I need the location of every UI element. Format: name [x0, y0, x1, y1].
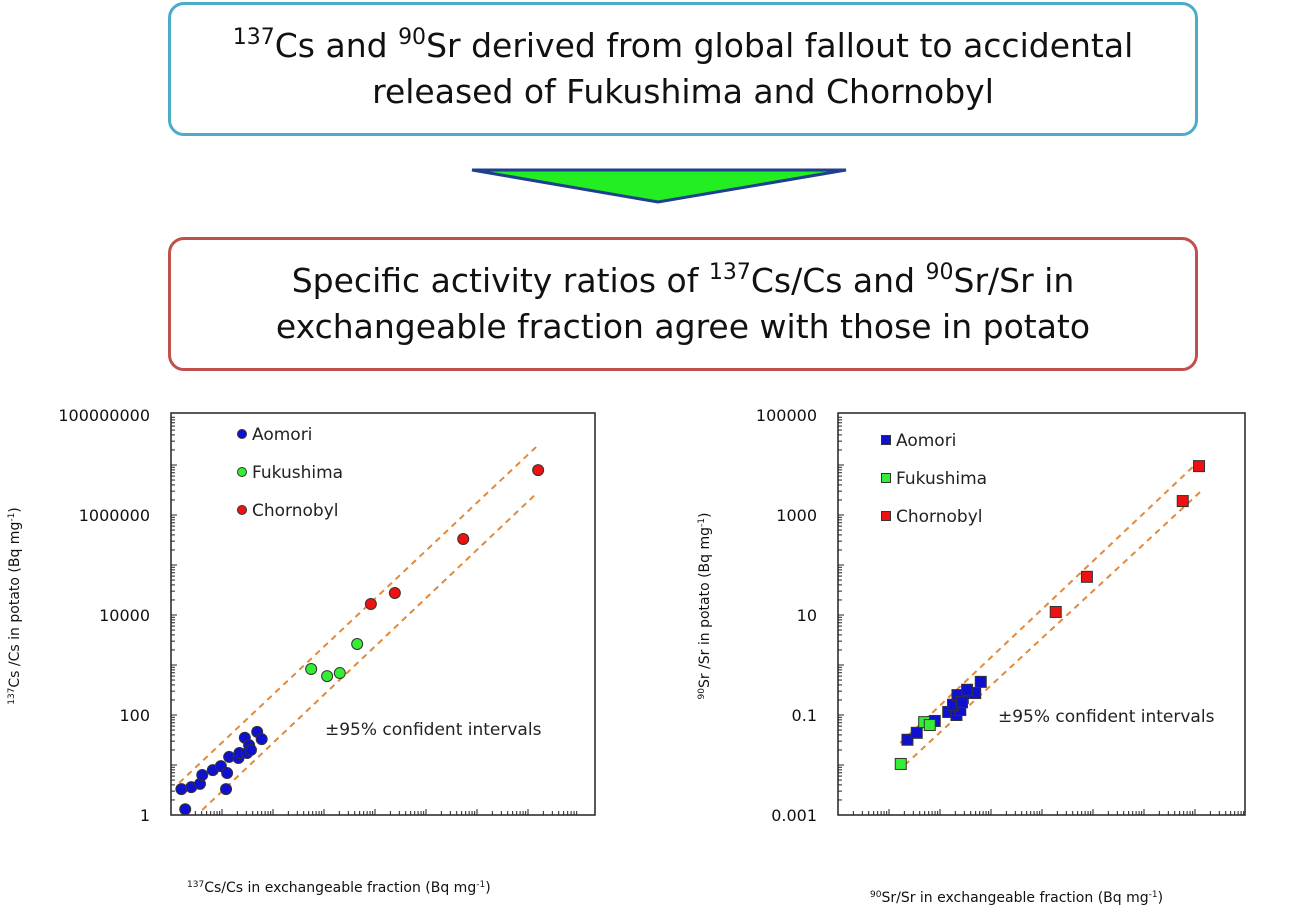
legend-marker-chornobyl — [881, 511, 891, 521]
superscript: 137 — [708, 260, 751, 285]
header-line-2: released of Fukushima and Chornobyl — [372, 72, 994, 111]
y-tick-label: 0.1 — [792, 706, 817, 725]
superscript: 137 — [7, 687, 17, 705]
fukushima-data-point — [333, 667, 346, 680]
aomori-data-point — [255, 733, 268, 746]
aomori-data-point — [175, 783, 188, 796]
cs-scatter-chart: 1100100001000000100000000110010000100000… — [58, 406, 596, 825]
result-line-2: exchangeable fraction agree with those i… — [275, 307, 1091, 346]
chornobyl-data-point — [1080, 570, 1093, 583]
legend-label-chornobyl: Chornobyl — [896, 507, 983, 527]
chornobyl-data-point — [364, 597, 377, 610]
fukushima-data-point — [351, 638, 364, 651]
chornobyl-data-point — [1193, 460, 1206, 473]
chornobyl-data-point — [388, 587, 401, 600]
text: Sr /Sr in potato (Bq mg — [697, 526, 713, 689]
fukushima-data-point — [923, 719, 936, 732]
legend-label-fukushima: Fukushima — [252, 463, 343, 483]
text: Cs/Cs in exchangeable fraction (Bq mg — [204, 880, 477, 896]
text: Sr/Sr in exchangeable fraction (Bq mg — [881, 890, 1149, 906]
confidence-interval-annotation: ±95% confident intervals — [998, 707, 1215, 727]
superscript: 90 — [697, 688, 707, 700]
confidence-interval-annotation: ±95% confident intervals — [325, 720, 542, 740]
confidence-interval-line — [178, 446, 537, 784]
superscript: -1 — [7, 512, 17, 522]
aomori-data-point — [196, 769, 209, 782]
result-box: Specific activity ratios of 137Cs/Cs and… — [168, 237, 1198, 371]
aomori-data-point — [910, 726, 923, 739]
legend-marker-chornobyl — [237, 505, 247, 515]
superscript: 137 — [187, 880, 205, 890]
superscript: 90 — [398, 25, 427, 50]
aomori-data-point — [901, 733, 914, 746]
superscript: 90 — [870, 890, 882, 900]
y-tick-label: 10 — [797, 606, 817, 625]
y-tick-label: 1 — [140, 806, 150, 825]
y-tick-label: 10000 — [99, 606, 150, 625]
cs-x-axis-title: 137Cs/Cs in exchangeable fraction (Bq mg… — [187, 880, 491, 896]
y-tick-label: 1000 — [776, 506, 817, 525]
legend-marker-aomori — [237, 429, 247, 439]
fukushima-data-point — [321, 670, 334, 683]
aomori-data-point — [221, 767, 234, 780]
aomori-data-point — [179, 803, 192, 816]
sr-y-axis-title: 90Sr /Sr in potato (Bq mg-1) — [697, 456, 713, 756]
superscript: -1 — [697, 517, 707, 527]
legend-label-chornobyl: Chornobyl — [252, 501, 339, 521]
aomori-data-point — [961, 683, 974, 696]
legend-marker-fukushima — [237, 467, 247, 477]
chornobyl-data-point — [1176, 495, 1189, 508]
fukushima-data-point — [305, 663, 318, 676]
confidence-interval-line — [899, 461, 1199, 744]
chornobyl-data-point — [457, 533, 470, 546]
sr-x-axis-title: 90Sr/Sr in exchangeable fraction (Bq mg-… — [870, 890, 1163, 906]
text: Sr/Sr in — [953, 261, 1075, 300]
superscript: -1 — [1148, 890, 1158, 900]
header-line-1: 137Cs and 90Sr derived from global fallo… — [233, 23, 1134, 69]
aomori-data-point — [974, 675, 987, 688]
superscript: -1 — [476, 880, 486, 890]
legend-label-aomori: Aomori — [252, 425, 312, 445]
fukushima-data-point — [894, 757, 907, 770]
y-tick-label: 0.001 — [771, 806, 817, 825]
text: Cs and — [274, 26, 399, 65]
text: Sr derived from global fallout to accide… — [426, 26, 1134, 65]
superscript: 90 — [925, 260, 954, 285]
legend-marker-fukushima — [881, 473, 891, 483]
aomori-data-point — [244, 743, 257, 756]
chornobyl-data-point — [532, 464, 545, 477]
legend-marker-aomori — [881, 435, 891, 445]
y-tick-label: 100000 — [756, 406, 817, 425]
chornobyl-data-point — [1049, 605, 1062, 618]
text: ) — [485, 880, 491, 896]
superscript: 137 — [232, 25, 275, 50]
y-tick-label: 100000000 — [58, 406, 150, 425]
down-arrow-icon — [471, 168, 847, 204]
sr-scatter-chart: 0.0010.11010001000000.0010.1101000100000… — [756, 406, 1246, 825]
text: ) — [1157, 890, 1164, 906]
legend-label-aomori: Aomori — [896, 431, 956, 451]
y-tick-label: 1000000 — [79, 506, 150, 525]
text: Specific activity ratios of — [291, 261, 709, 300]
text: ) — [7, 507, 23, 513]
aomori-data-point — [955, 696, 968, 709]
cs-y-axis-title: 137Cs /Cs in potato (Bq mg-1) — [7, 456, 23, 756]
text: Cs /Cs in potato (Bq mg — [7, 521, 23, 688]
text: Cs/Cs and — [750, 261, 926, 300]
legend-label-fukushima: Fukushima — [896, 469, 987, 489]
y-tick-label: 100 — [119, 706, 150, 725]
text: ) — [697, 512, 713, 518]
header-box: 137Cs and 90Sr derived from global fallo… — [168, 2, 1198, 136]
aomori-data-point — [220, 783, 233, 796]
result-line-1: Specific activity ratios of 137Cs/Cs and… — [292, 258, 1075, 304]
